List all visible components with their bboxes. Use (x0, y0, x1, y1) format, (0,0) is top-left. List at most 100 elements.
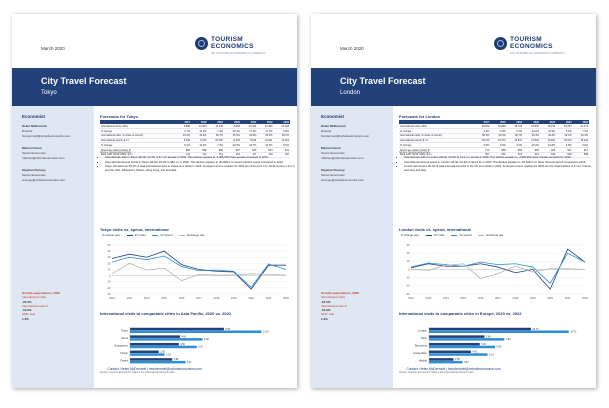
globe-icon (195, 37, 208, 50)
column-header (399, 120, 474, 125)
person-role: Director (22, 128, 33, 133)
bar-value-label: 2.58 (455, 358, 460, 361)
series-line (111, 255, 287, 288)
column-header: 2017 (175, 120, 191, 125)
y-tick-label: 20 (108, 261, 111, 265)
bar (130, 327, 224, 331)
table-cell: 112 (175, 152, 191, 158)
table-cell: 858 (490, 147, 507, 153)
table-cell: Real GDP (2015 USD), $ bn (100, 152, 176, 158)
y-tick-label: -30 (107, 292, 111, 296)
person-email[interactable]: srooney@oxfordeconomics.com (22, 177, 65, 182)
table-row: % change 1.7% 10.4% 7.4% -22.3% 17.4% 17.3% 5.8… (100, 128, 290, 134)
table-cell: 14,024 (523, 138, 540, 144)
growth-label: International spend (321, 303, 347, 308)
growth-value: 1.3% (321, 316, 328, 321)
person-role: Director (321, 128, 332, 133)
y-tick-label: 20 (407, 251, 410, 255)
person-role: Senior Economist (321, 172, 345, 177)
bar-chart: Tokyo 8.65 12.10 Seoul 4.60 6.68 Guangzhou 4.50… (114, 327, 270, 365)
bullet-item: International visits to London will fall… (404, 156, 594, 160)
bar (429, 338, 505, 341)
category-label: Madrid (419, 359, 428, 363)
table-cell: 120 (273, 152, 290, 158)
bar-value-label: 6.15 (198, 346, 203, 349)
x-tick-label: 2019 (231, 296, 237, 300)
table-cell: 113 (191, 152, 208, 158)
bar (130, 350, 159, 354)
y-tick-label: -20 (107, 286, 111, 290)
person-email[interactable]: hmcdermott@oxfordeconomics.com (321, 133, 370, 138)
table-cell: 6.6% (572, 142, 589, 149)
table-source: Source: Tourism Economics (100, 151, 131, 154)
table-cell: % change (100, 142, 176, 149)
table-row: International visits, % share of country… (100, 133, 290, 139)
table-row: Spend per visitor (visits), $772 858 882 96… (399, 147, 589, 153)
table-title: Forecasts for London (399, 114, 441, 119)
line-chart: -30 -20 -10 0 10 20 30 2012 2013 2014 2015 2016 2017… (406, 243, 589, 300)
table-cell: 35.0% (273, 133, 290, 139)
person-email[interactable]: hmcdermott@oxfordeconomics.com (22, 133, 71, 138)
series-line (111, 262, 287, 281)
y-tick-label: 10 (407, 259, 410, 263)
bar-value-label: 5.84 (486, 335, 491, 338)
y-tick-label: 0 (109, 274, 111, 278)
table-cell: 1.7% (175, 128, 191, 134)
person-name: Marian Farren (321, 146, 341, 150)
table-cell: 19,832 (473, 124, 491, 130)
table-cell: 49.3% (572, 133, 589, 139)
contact-line[interactable]: Contact: Helen McDermott | hmcdermott@ox… (406, 367, 501, 371)
y-axis-label: % change year (102, 234, 120, 237)
growth-label: GDP, real (321, 312, 334, 317)
bar-chart-title: International visits to comparable citie… (399, 311, 522, 316)
column-header: 2018 (191, 120, 208, 125)
table-cell: % change (399, 128, 474, 134)
bar (429, 353, 488, 356)
bar-chart-title: International visits to comparable citie… (100, 311, 232, 316)
x-tick-label: 2022 (283, 296, 289, 300)
table-cell: 658 (572, 152, 589, 158)
y-tick-label: -20 (406, 284, 410, 288)
forecast-table: 2017 2018 2019 2020 2021 2022 2023 Internationa… (399, 120, 589, 158)
category-label: Osaka (120, 359, 128, 363)
table-cell: 3.0% (506, 142, 524, 149)
table-row: International visits, 000s 9,896 10,369 11,… (100, 124, 290, 130)
report-title: City Travel Forecast (340, 76, 426, 86)
y-tick-label: 10 (108, 267, 111, 271)
table-cell: 18,224 (556, 138, 573, 144)
table-cell: 11,138 (207, 124, 224, 130)
table-cell: 15,312 (473, 138, 491, 144)
table-cell: 3.3% (473, 128, 491, 134)
table-cell: 8,103 (223, 138, 241, 144)
y-tick-label: 30 (108, 255, 111, 259)
table-row: Real GDP (2015 USD), $ bn 112 113 114 115 117… (100, 152, 290, 158)
table-cell: 10,611 (257, 138, 274, 144)
bar (130, 338, 203, 341)
bar (130, 358, 173, 361)
bullet-item: Tokyo will welcome 35.5% of total intern… (105, 165, 295, 172)
column-header: 2021 (240, 120, 258, 125)
person-email[interactable]: mfarren@oxfordeconomics.com (22, 155, 65, 160)
table-cell: 634 (539, 152, 557, 158)
y-tick-label: 0 (408, 267, 410, 271)
table-cell: 9.0% (556, 128, 573, 134)
contact-line[interactable]: Contact: Helen McDermott | hmcdermott@ox… (107, 367, 202, 371)
report-page-tokyo: March 2020 TOURISM ECONOMICS AN OXFORD E… (12, 14, 297, 388)
table-cell: 0.2% (506, 128, 524, 134)
x-tick-label: 2015 (460, 296, 466, 300)
table-cell: 5.8% (273, 128, 290, 134)
table-cell: Spend per visitor (visits), $ (100, 147, 176, 153)
x-tick-label: 2018 (214, 296, 220, 300)
table-cell: 119 (257, 152, 274, 158)
person-email[interactable]: mfarren@oxfordeconomics.com (321, 155, 364, 160)
person-email[interactable]: srooney@oxfordeconomics.com (321, 177, 364, 182)
series-line (410, 248, 586, 290)
legend-label: Int'l visits (433, 234, 445, 237)
table-row: % change 5.6% 6.9% 3.0% -16.9% 19.8% 8.5% 6.6% (399, 142, 589, 149)
forecast-table: 2017 2018 2019 2020 2021 2022 2023 Internationa… (100, 120, 290, 158)
x-tick-label: 2014 (144, 296, 150, 300)
x-tick-label: 2021 (266, 296, 272, 300)
sidebar-header: Economist (22, 114, 46, 119)
table-cell: 6.6% (273, 142, 290, 149)
y-tick-label: 50 (108, 243, 111, 247)
